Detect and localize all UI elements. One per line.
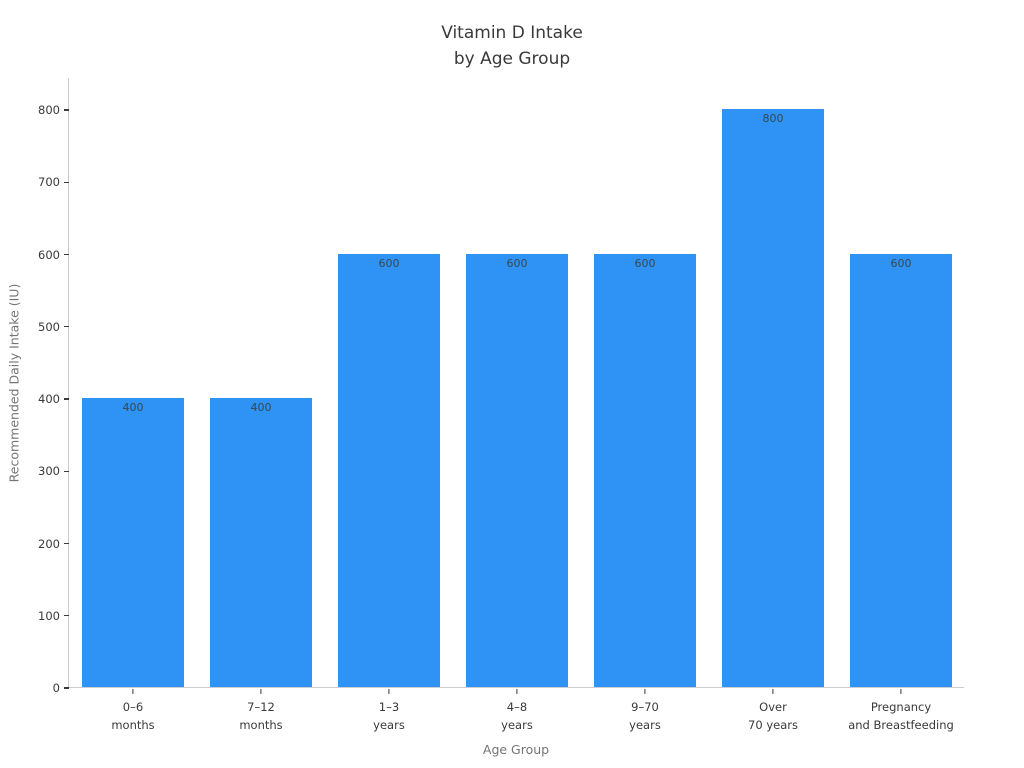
x-tick-mark bbox=[388, 689, 390, 694]
y-tick-mark bbox=[64, 109, 69, 111]
bar-value-label: 800 bbox=[762, 112, 784, 125]
chart-title-line2: by Age Group bbox=[453, 49, 571, 69]
bar-6: 800 bbox=[722, 109, 824, 687]
bar-5: 600 bbox=[594, 253, 696, 687]
x-axis-title: Age Group bbox=[482, 742, 550, 757]
y-tick-mark bbox=[64, 542, 69, 545]
y-tick-label: 100 bbox=[38, 608, 60, 623]
y-tick-mark bbox=[64, 181, 69, 183]
y-tick-mark bbox=[64, 398, 69, 400]
bar-value-label: 400 bbox=[122, 401, 144, 414]
x-tick-label: Over 70 years bbox=[748, 700, 798, 732]
plot-area: 400 400 600 600 600 800 600 0 100 200 300 400 500 60… bbox=[38, 78, 964, 732]
y-tick-mark bbox=[64, 615, 69, 617]
x-tick-label: 4–8 years bbox=[501, 700, 533, 732]
x-tick-label: 0–6 months bbox=[111, 700, 155, 732]
bar-2: 400 bbox=[210, 398, 312, 687]
y-tick-mark bbox=[64, 253, 69, 256]
bar-value-label: 600 bbox=[378, 256, 400, 270]
chart-title-line1: Vitamin D Intake bbox=[441, 23, 583, 43]
y-tick-label: 300 bbox=[38, 464, 60, 479]
x-tick-mark bbox=[516, 689, 518, 694]
y-tick-label: 700 bbox=[38, 175, 60, 190]
y-axis-title: Recommended Daily Intake (IU) bbox=[6, 283, 22, 483]
y-tick-label: 800 bbox=[38, 103, 60, 117]
x-tick-label: 1–3 years bbox=[373, 700, 405, 732]
x-tick-mark bbox=[260, 689, 262, 694]
y-tick-label: 500 bbox=[38, 319, 60, 334]
x-tick-mark bbox=[900, 689, 902, 694]
bar-1: 400 bbox=[82, 398, 184, 687]
bar-7: 600 bbox=[850, 253, 952, 687]
bar-value-label: 600 bbox=[890, 256, 912, 270]
x-tick-label: Pregnancy and Breastfeeding bbox=[848, 700, 954, 732]
y-tick-label: 0 bbox=[52, 681, 60, 695]
y-tick-label: 600 bbox=[38, 247, 60, 262]
bar-4: 600 bbox=[466, 253, 568, 687]
y-tick-label: 200 bbox=[38, 536, 60, 551]
bar-value-label: 600 bbox=[634, 256, 656, 270]
x-tick-mark bbox=[132, 689, 134, 694]
bar-value-label: 600 bbox=[506, 256, 528, 270]
y-tick-mark bbox=[64, 470, 69, 472]
chart-title: Vitamin D Intake by Age Group bbox=[0, 20, 1024, 72]
y-tick-label: 400 bbox=[38, 392, 60, 406]
x-tick-label: 9–70 years bbox=[629, 700, 661, 732]
bar-value-label: 400 bbox=[250, 401, 272, 414]
x-tick-mark bbox=[644, 689, 646, 694]
x-tick-mark bbox=[772, 689, 774, 694]
x-tick-label: 7–12 months bbox=[239, 700, 283, 732]
bar-3: 600 bbox=[338, 253, 440, 687]
y-tick-mark bbox=[64, 326, 69, 328]
y-tick-mark bbox=[64, 687, 69, 689]
